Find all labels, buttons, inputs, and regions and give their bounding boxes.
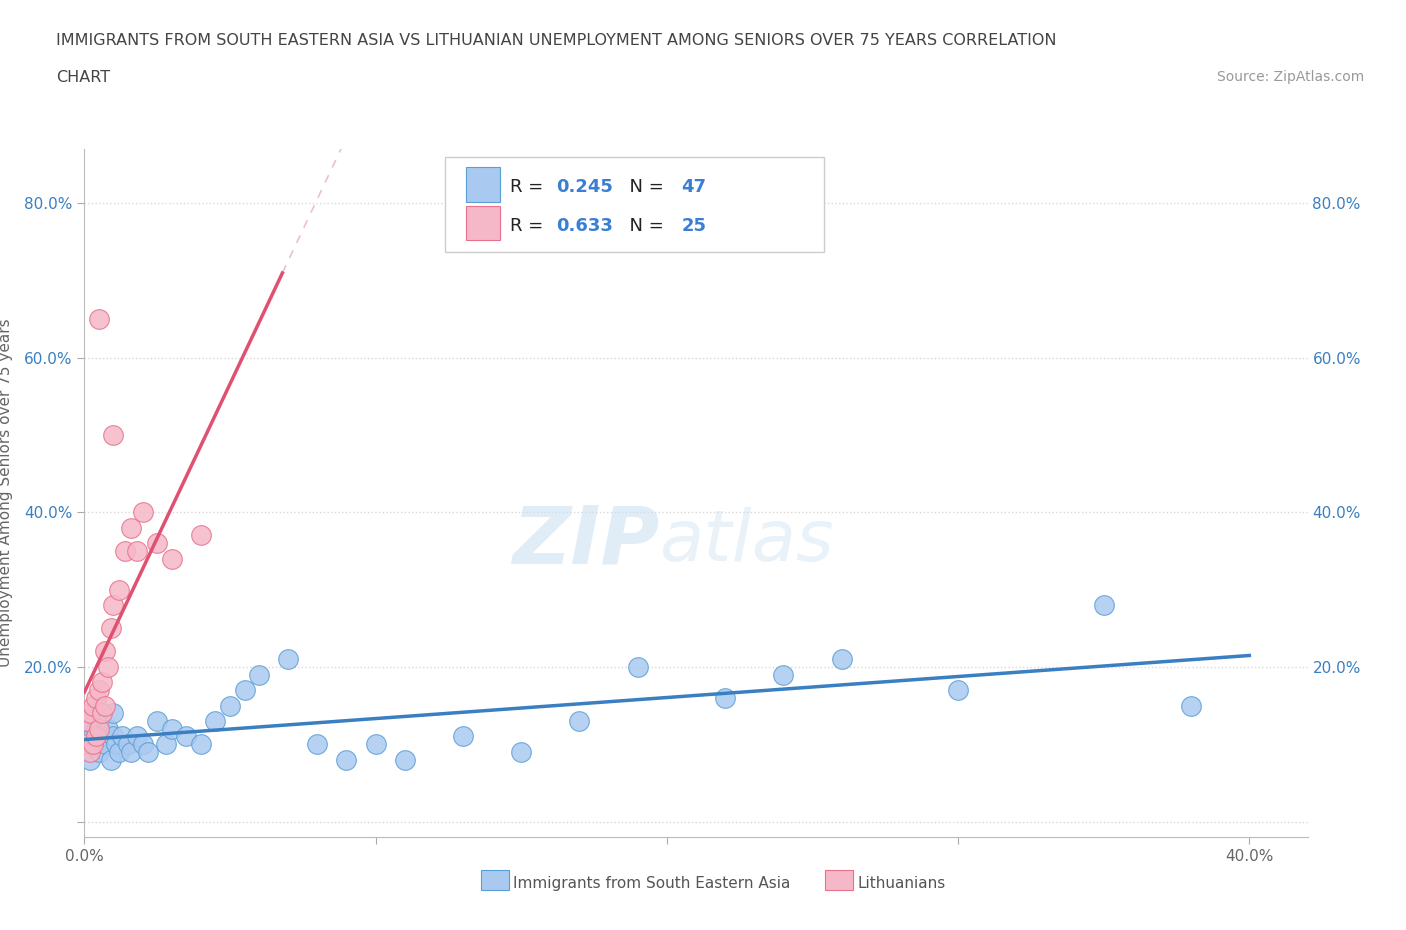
Point [111,729,134,744]
Text: R =: R = [510,178,548,195]
Point [82,737,104,751]
Point [131,505,153,520]
Text: 25: 25 [682,217,706,235]
Point [103,598,125,613]
Point [79,752,101,767]
FancyBboxPatch shape [446,157,824,252]
Point [84,729,107,744]
Text: Lithuanians: Lithuanians [858,876,946,891]
Bar [465,167,501,202]
Point [90,675,112,690]
Point [100,752,122,767]
Text: N =: N = [617,217,669,235]
Point [451,729,474,744]
Point [510,745,533,760]
Text: Immigrants from South Eastern Asia: Immigrants from South Eastern Asia [513,876,790,891]
Point [103,428,125,443]
Point [568,713,591,728]
Text: 0.633: 0.633 [557,217,613,235]
Text: Source: ZipAtlas.com: Source: ZipAtlas.com [1216,70,1364,84]
Point [160,722,183,737]
Point [138,745,160,760]
Point [87,312,110,326]
Point [100,621,122,636]
Bar [465,206,501,240]
Point [84,690,107,705]
Point [87,713,110,728]
Point [90,729,112,744]
Point [190,737,212,751]
Point [84,737,107,751]
Point [103,706,125,721]
Point [120,745,142,760]
Text: N =: N = [617,178,669,195]
Point [772,667,794,682]
Point [831,652,853,667]
Text: atlas: atlas [659,507,834,576]
Point [82,698,104,713]
Point [103,729,125,744]
Point [176,729,198,744]
Point [277,652,299,667]
Point [219,698,242,713]
Point [946,683,969,698]
Text: IMMIGRANTS FROM SOUTH EASTERN ASIA VS LITHUANIAN UNEMPLOYMENT AMONG SENIORS OVER: IMMIGRANTS FROM SOUTH EASTERN ASIA VS LI… [56,33,1057,47]
Point [247,667,270,682]
Text: ZIP: ZIP [512,502,659,580]
Point [394,752,416,767]
Text: 0.245: 0.245 [557,178,613,195]
Point [114,543,136,558]
Point [97,659,120,674]
Point [87,683,110,698]
Point [108,745,131,760]
Point [87,722,110,737]
Point [108,582,131,597]
Point [307,737,329,751]
Point [87,745,110,760]
Point [76,737,98,751]
Point [1092,598,1115,613]
Text: CHART: CHART [56,70,110,85]
Point [76,713,98,728]
Point [90,706,112,721]
Point [93,698,117,713]
Point [120,520,142,535]
Point [146,536,169,551]
Point [97,722,120,737]
Point [125,729,148,744]
Point [93,644,117,658]
Point [364,737,387,751]
Point [714,690,737,705]
Point [131,737,153,751]
Point [233,683,256,698]
Point [79,745,101,760]
Point [79,713,101,728]
Point [204,713,226,728]
Point [117,737,139,751]
Text: R =: R = [510,217,548,235]
Point [125,543,148,558]
Point [82,706,104,721]
Point [160,551,183,566]
Point [146,713,169,728]
Point [79,706,101,721]
Text: 47: 47 [682,178,706,195]
Point [82,729,104,744]
Point [93,737,117,751]
Point [76,737,98,751]
Point [105,737,128,751]
Point [84,722,107,737]
Y-axis label: Unemployment Among Seniors over 75 years: Unemployment Among Seniors over 75 years [0,319,13,667]
Point [190,528,212,543]
Point [627,659,650,674]
Point [155,737,177,751]
Point [335,752,357,767]
Point [1180,698,1202,713]
